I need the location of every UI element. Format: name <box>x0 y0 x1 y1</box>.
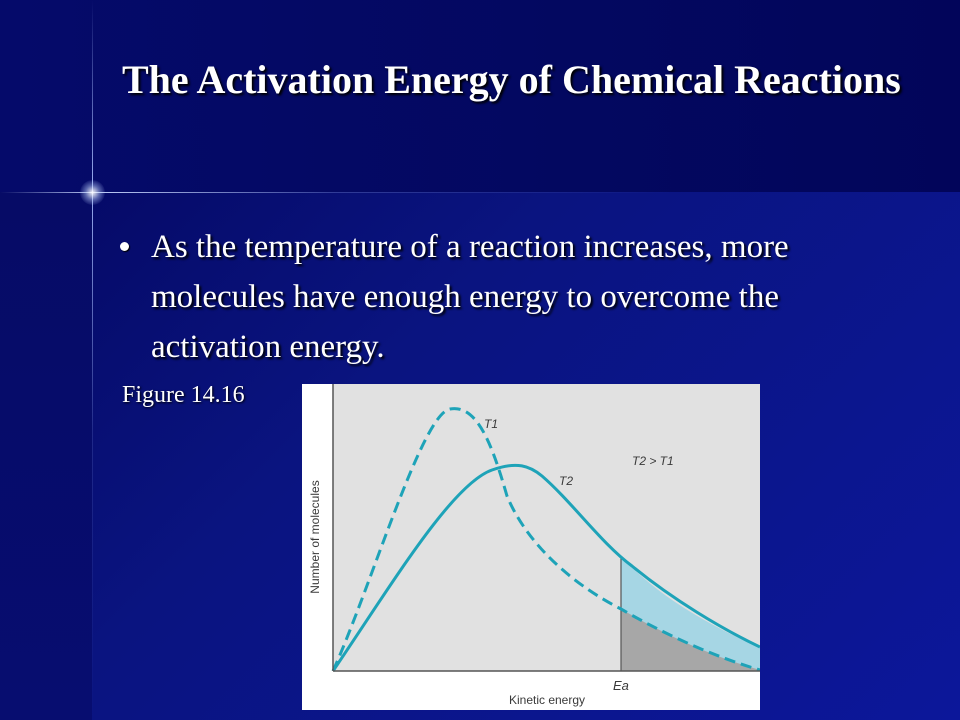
area-above-threshold-t1 <box>621 609 760 671</box>
x-axis-label: Kinetic energy <box>509 693 585 707</box>
figure-label: Figure 14.16 <box>122 382 245 408</box>
diagram-svg: Number of molecules Kinetic energy T1 T2… <box>308 384 760 707</box>
bullet-text: As the temperature of a reaction increas… <box>151 229 789 365</box>
slide-title: The Activation Energy of Chemical Reacti… <box>122 57 901 102</box>
bullet-dot-icon <box>120 242 129 251</box>
energy-distribution-diagram: Number of molecules Kinetic energy T1 T2… <box>302 384 760 710</box>
decorative-horizontal-line <box>0 192 960 193</box>
curve-t1-label: T1 <box>484 417 498 431</box>
curve-t1 <box>331 407 760 672</box>
threshold-label: Ea <box>613 678 629 693</box>
y-axis-label: Number of molecules <box>308 480 322 593</box>
relation-label: T2 > T1 <box>632 454 674 468</box>
left-strip <box>0 192 92 720</box>
bullet-item: As the temperature of a reaction increas… <box>120 222 920 372</box>
lens-flare-icon <box>80 180 105 205</box>
title-band <box>0 0 960 192</box>
decorative-vertical-line <box>92 0 93 720</box>
curve-t2-label: T2 <box>559 474 573 488</box>
curve-t2 <box>331 463 760 672</box>
